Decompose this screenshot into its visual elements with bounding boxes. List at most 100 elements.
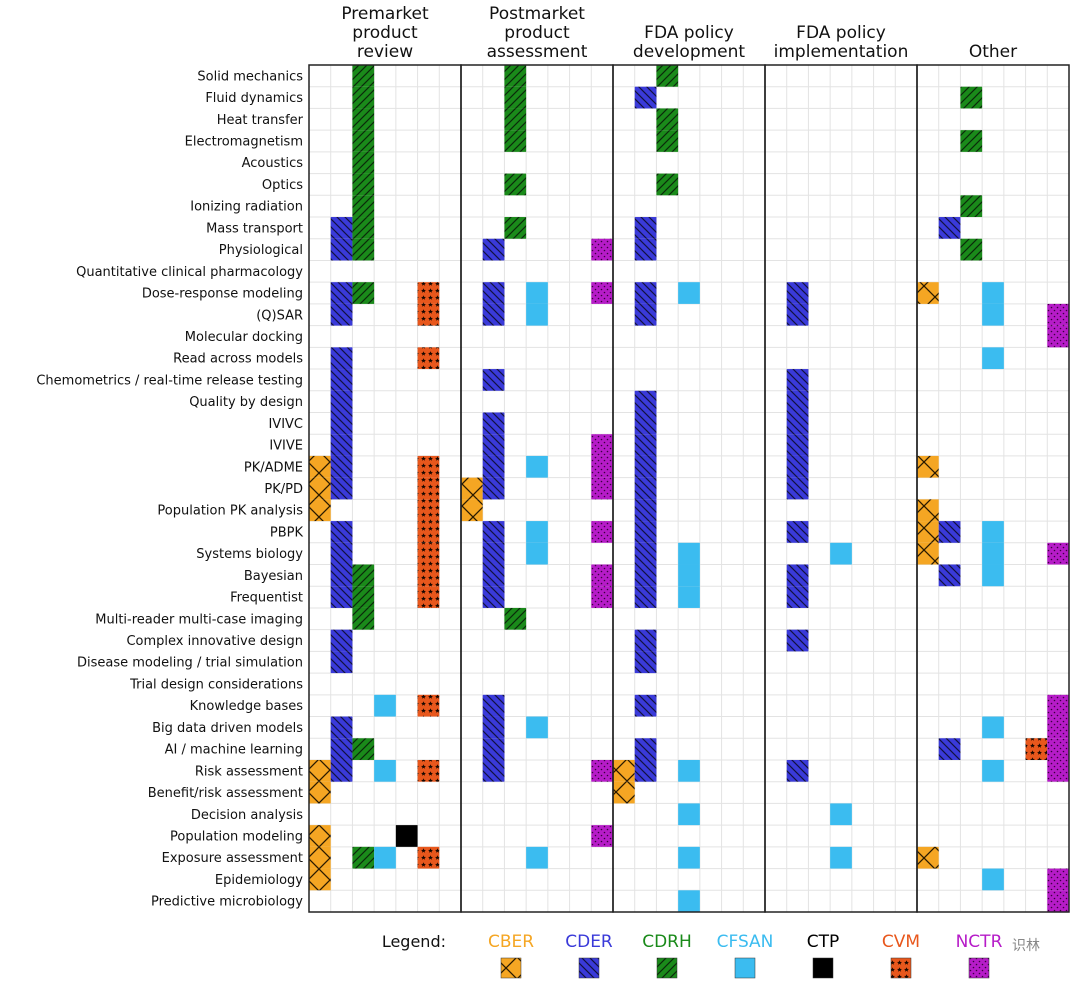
cell-other-cfsan-epidemiology	[982, 868, 1004, 891]
cell-postmarket-product-assessment-cder-ivivc	[482, 412, 505, 435]
cell-postmarket-product-assessment-cder-systems-biology	[482, 542, 505, 565]
cell-postmarket-product-assessment-cder-pk-adme	[482, 455, 505, 478]
cell-premarket-product-review-cvm-risk-assessment	[417, 759, 440, 782]
cell-other-cber-dose-response-modeling	[917, 282, 939, 304]
cell-other-nctr-predictive-microbiology	[1047, 890, 1069, 912]
row-label-electromagnetism: Electromagnetism	[185, 135, 303, 150]
group-title-fda-policy-implementation: FDA policy	[796, 23, 886, 43]
row-label-ai-machine-learning: AI / machine learning	[165, 743, 303, 758]
cell-postmarket-product-assessment-cder-knowledge-bases	[482, 694, 505, 717]
cell-premarket-product-review-cber-pk-pd	[309, 477, 331, 500]
row-label-complex-innovative-design: Complex innovative design	[126, 634, 303, 649]
cell-postmarket-product-assessment-nctr-population-modeling	[591, 825, 613, 847]
cell-fda-policy-implementation-cder-complex-innovative-design	[786, 629, 809, 652]
row-label-risk-assessment: Risk assessment	[195, 764, 303, 779]
cell-other-nctr-epidemiology	[1047, 868, 1069, 891]
cell-fda-policy-development-cder-quality-by-design	[634, 390, 657, 413]
cell-fda-policy-development-cber-benefit-risk-assessment	[613, 781, 635, 804]
row-label-big-data-driven-models: Big data driven models	[152, 721, 303, 736]
cell-premarket-product-review-cber-population-pk-analysis	[309, 499, 331, 522]
cell-fda-policy-development-cfsan-decision-analysis	[678, 803, 700, 826]
cell-premarket-product-review-cvm-knowledge-bases	[417, 694, 440, 717]
cell-fda-policy-development-cdrh-solid-mechanics	[656, 65, 679, 87]
cell-other-cber-systems-biology	[917, 542, 939, 565]
cell-premarket-product-review-cfsan-knowledge-bases	[374, 694, 396, 717]
group-title-premarket-product-review: review	[357, 42, 413, 62]
cell-fda-policy-implementation-cder-pbpk	[786, 521, 809, 543]
cell-fda-policy-development-cfsan-dose-response-modeling	[678, 282, 700, 304]
cell-fda-policy-implementation-cder-q-sar	[786, 303, 809, 326]
cell-premarket-product-review-cder-bayesian	[330, 564, 353, 587]
cell-other-cdrh-ionizing-radiation	[960, 195, 983, 218]
row-label-solid-mechanics: Solid mechanics	[197, 69, 303, 84]
row-label-trial-design-considerations: Trial design considerations	[129, 677, 303, 692]
cell-premarket-product-review-cvm-systems-biology	[417, 542, 440, 565]
watermark: 识林	[1012, 938, 1040, 954]
cell-other-nctr-systems-biology	[1047, 542, 1069, 565]
cell-fda-policy-development-cdrh-heat-transfer	[656, 108, 679, 131]
cell-other-cder-pbpk	[938, 521, 961, 543]
cell-fda-policy-implementation-cfsan-systems-biology	[830, 542, 852, 565]
cell-fda-policy-development-cder-risk-assessment	[634, 759, 657, 782]
cell-fda-policy-implementation-cder-risk-assessment	[786, 759, 809, 782]
cell-fda-policy-development-cder-fluid-dynamics	[634, 86, 657, 109]
legend-swatch-cder	[578, 957, 600, 979]
legend-swatch-cber	[500, 957, 522, 979]
legend-swatch-cfsan	[734, 957, 756, 979]
row-label-disease-modeling-trial-simulation: Disease modeling / trial simulation	[77, 656, 303, 671]
cell-postmarket-product-assessment-nctr-frequentist	[591, 586, 613, 608]
row-label-ionizing-radiation: Ionizing radiation	[190, 200, 303, 215]
row-label-pk-adme: PK/ADME	[244, 460, 303, 475]
cell-fda-policy-development-cder-ivivc	[634, 412, 657, 435]
legend-label-cber: CBER	[488, 932, 534, 952]
cell-fda-policy-implementation-cder-bayesian	[786, 564, 809, 587]
cell-premarket-product-review-cder-systems-biology	[330, 542, 353, 565]
cell-fda-policy-development-cder-disease-modeling-trial-simulation	[634, 651, 657, 674]
cell-postmarket-product-assessment-cder-ai-machine-learning	[482, 738, 505, 760]
cell-premarket-product-review-cvm-pk-pd	[417, 477, 440, 500]
cell-fda-policy-development-cder-systems-biology	[634, 542, 657, 565]
cell-fda-policy-implementation-cder-pk-pd	[786, 477, 809, 500]
cell-premarket-product-review-cdrh-fluid-dynamics	[352, 86, 375, 109]
cell-premarket-product-review-ctp-population-modeling	[395, 825, 418, 847]
cell-postmarket-product-assessment-cber-pk-pd	[461, 477, 483, 500]
cell-premarket-product-review-cder-disease-modeling-trial-simulation	[330, 651, 353, 674]
row-label-predictive-microbiology: Predictive microbiology	[151, 895, 303, 910]
cell-fda-policy-development-cfsan-exposure-assessment	[678, 846, 700, 869]
cell-premarket-product-review-cvm-exposure-assessment	[417, 846, 440, 869]
cell-postmarket-product-assessment-nctr-pk-adme	[591, 455, 613, 478]
group-title-postmarket-product-assessment: assessment	[487, 42, 588, 62]
row-label-pk-pd: PK/PD	[264, 482, 303, 497]
cell-fda-policy-development-cder-pbpk	[634, 521, 657, 543]
cell-fda-policy-development-cder-population-pk-analysis	[634, 499, 657, 522]
cell-fda-policy-development-cder-pk-pd	[634, 477, 657, 500]
cell-other-nctr-molecular-docking	[1047, 325, 1069, 348]
row-label-ivive: IVIVE	[269, 439, 303, 454]
cell-premarket-product-review-cfsan-exposure-assessment	[374, 846, 396, 869]
cell-fda-policy-development-cfsan-bayesian	[678, 564, 700, 587]
cell-premarket-product-review-cdrh-multi-reader-multi-case-imaging	[352, 607, 375, 630]
cell-premarket-product-review-cder-pk-adme	[330, 455, 353, 478]
cell-postmarket-product-assessment-cder-ivive	[482, 434, 505, 456]
group-title-postmarket-product-assessment: product	[504, 23, 570, 43]
cell-premarket-product-review-cder-frequentist	[330, 586, 353, 608]
row-label-multi-reader-multi-case-imaging: Multi-reader multi-case imaging	[95, 612, 303, 627]
cell-postmarket-product-assessment-nctr-bayesian	[591, 564, 613, 587]
cell-postmarket-product-assessment-cdrh-heat-transfer	[504, 108, 527, 131]
cell-other-nctr-risk-assessment	[1047, 759, 1069, 782]
cell-postmarket-product-assessment-cdrh-solid-mechanics	[504, 65, 527, 87]
cell-postmarket-product-assessment-cdrh-fluid-dynamics	[504, 86, 527, 109]
row-label-exposure-assessment: Exposure assessment	[162, 851, 303, 866]
group-title-postmarket-product-assessment: Postmarket	[489, 4, 585, 24]
row-label-systems-biology: Systems biology	[196, 547, 303, 562]
cell-premarket-product-review-cvm-bayesian	[417, 564, 440, 587]
cell-premarket-product-review-cder-dose-response-modeling	[330, 282, 353, 304]
cell-fda-policy-development-cder-pk-adme	[634, 455, 657, 478]
cell-premarket-product-review-cdrh-ai-machine-learning	[352, 738, 375, 760]
cell-premarket-product-review-cdrh-exposure-assessment	[352, 846, 375, 869]
row-label-optics: Optics	[262, 178, 303, 193]
cell-other-cber-pk-adme	[917, 455, 939, 478]
cell-postmarket-product-assessment-cder-frequentist	[482, 586, 505, 608]
cell-fda-policy-development-cder-complex-innovative-design	[634, 629, 657, 652]
cell-other-cfsan-read-across-models	[982, 347, 1004, 370]
